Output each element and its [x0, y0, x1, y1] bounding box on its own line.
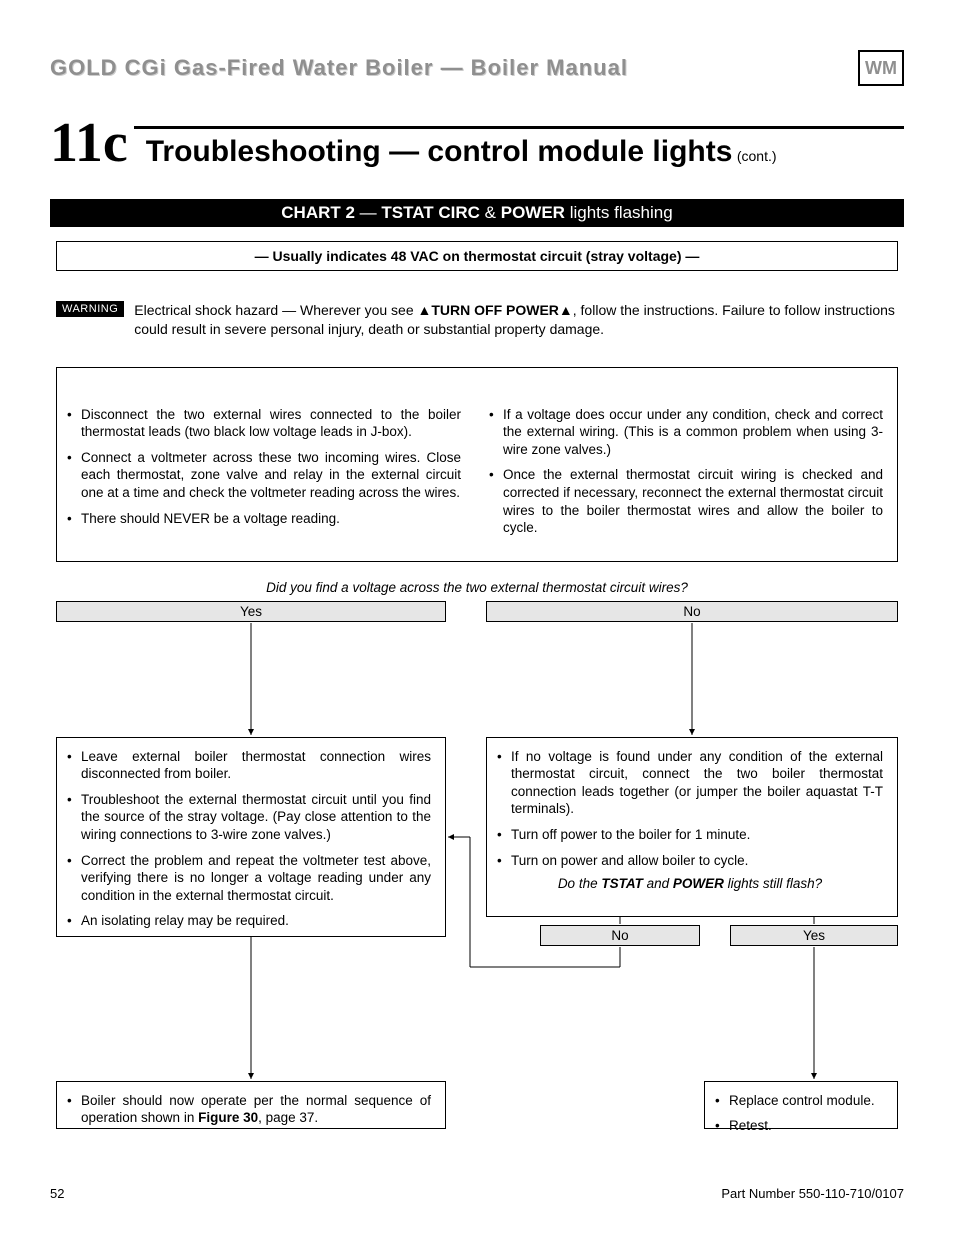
chart-bold-1: TSTAT CIRC [381, 203, 480, 222]
warning-text: Electrical shock hazard — Wherever you s… [134, 301, 898, 339]
section-title: Troubleshooting — control module lights [146, 135, 733, 168]
section-cont: (cont.) [737, 148, 777, 164]
manual-title: GOLD CGi Gas-Fired Water Boiler — Boiler… [50, 55, 628, 81]
flow-connectors [50, 367, 900, 1147]
manual-header: GOLD CGi Gas-Fired Water Boiler — Boiler… [50, 50, 904, 86]
page-footer: 52 Part Number 550-110-710/0107 [50, 1186, 904, 1201]
chart-banner: CHART 2 — TSTAT CIRC & POWER lights flas… [50, 199, 904, 227]
indicator-box: — Usually indicates 48 VAC on thermostat… [56, 241, 898, 271]
warning-row: WARNING Electrical shock hazard — Wherev… [50, 301, 904, 339]
part-number: Part Number 550-110-710/0107 [721, 1186, 904, 1201]
section-number: 11c [50, 115, 134, 171]
chart-bold-2: POWER [501, 203, 565, 222]
chart-label: CHART 2 [281, 203, 355, 222]
warning-badge: WARNING [56, 301, 124, 317]
warning-pre: Electrical shock hazard — Wherever you s… [134, 302, 417, 318]
brand-logo: WM [858, 50, 904, 86]
chart-sep: — [355, 203, 381, 222]
chart-amp: & [480, 203, 501, 222]
flowchart: Disconnect the two external wires connec… [50, 367, 904, 1167]
warning-turnoff: ▲TURN OFF POWER▲ [418, 302, 573, 318]
chart-rest: lights flashing [565, 203, 673, 222]
page-number: 52 [50, 1186, 64, 1201]
section-heading: 11c Troubleshooting — control module lig… [50, 126, 904, 171]
